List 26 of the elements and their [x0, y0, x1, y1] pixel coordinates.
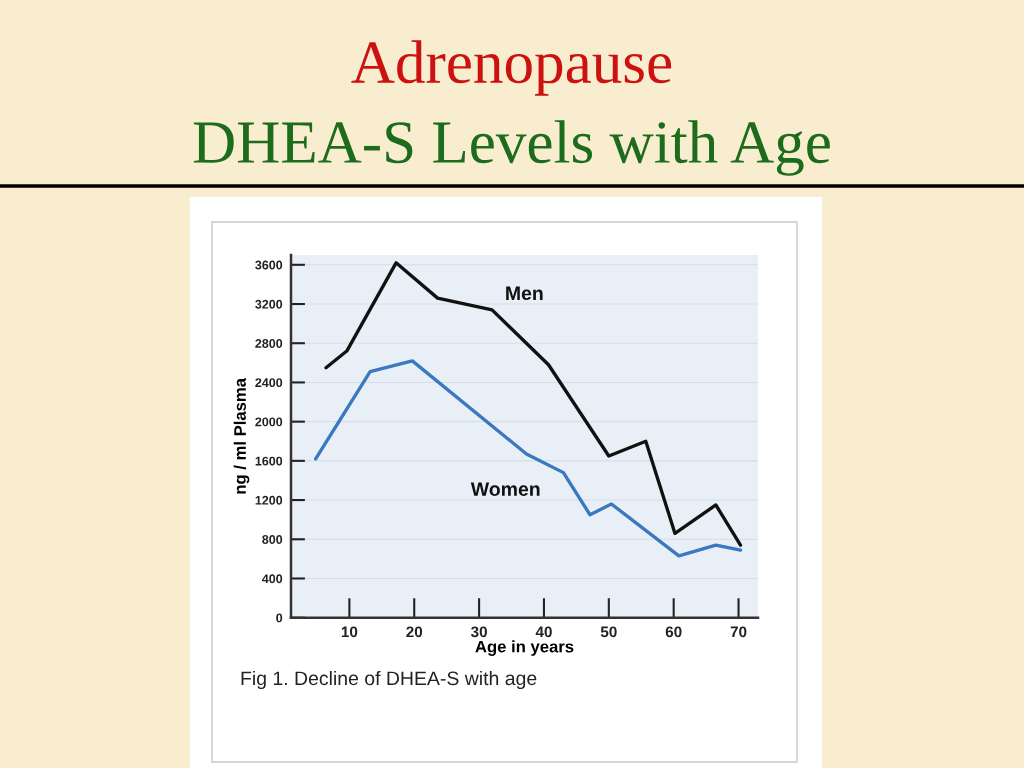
line-series	[324, 261, 743, 547]
x-tick-label: 10	[341, 626, 358, 638]
y-tick-label: 800	[262, 535, 283, 544]
y-tick-label: 3600	[255, 260, 283, 270]
y-tick-label: 1200	[255, 495, 283, 505]
caption: Fig 1. Decline of DHEA-S with age	[241, 670, 537, 690]
x-tick-label: 20	[406, 626, 423, 638]
y-tick-label: 400	[262, 574, 283, 584]
chart-title: Adrenopause	[351, 40, 672, 96]
y-tick-label: 2800	[255, 339, 283, 348]
x-axis-title: Age in years	[475, 640, 574, 656]
x-tick-label: 70	[730, 626, 747, 638]
y-axis-title: ng / ml Plasma	[233, 377, 250, 494]
y-tick-label: 3200	[255, 299, 283, 309]
y-tick-label: 2000	[255, 417, 283, 427]
series-label: Men	[506, 286, 543, 301]
series-label: Women	[470, 482, 540, 496]
chart-subtitle: DHEA-S Levels with Age	[193, 120, 830, 176]
x-tick-label: 50	[600, 626, 617, 638]
y-tick-label: 1600	[255, 456, 283, 466]
line-series	[313, 359, 743, 558]
y-tick-label: 0	[276, 613, 283, 623]
y-tick-label: 2400	[255, 378, 283, 388]
x-tick-label: 30	[470, 626, 487, 638]
x-tick-label: 40	[535, 626, 552, 638]
x-tick-label: 60	[665, 626, 682, 638]
